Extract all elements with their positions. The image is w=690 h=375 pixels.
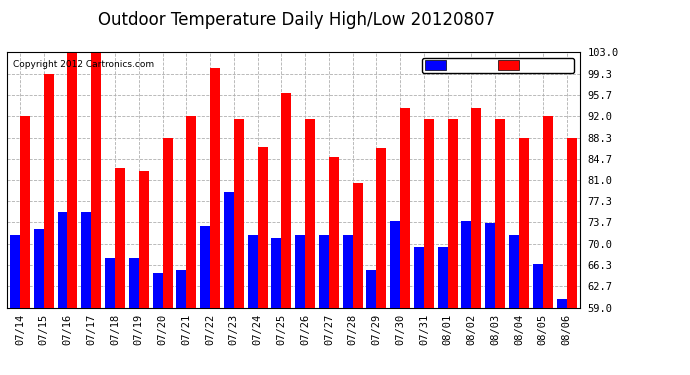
Bar [495, 119, 505, 308]
Bar [81, 212, 91, 308]
Bar [234, 119, 244, 308]
Bar [319, 235, 329, 308]
Bar [543, 116, 553, 308]
Bar [329, 157, 339, 308]
Text: Outdoor Temperature Daily High/Low 20120807: Outdoor Temperature Daily High/Low 20120… [98, 11, 495, 29]
Bar [533, 264, 543, 308]
Bar [462, 220, 471, 308]
Bar [271, 238, 282, 308]
Bar [305, 119, 315, 308]
Bar [437, 247, 448, 308]
Bar [557, 299, 566, 307]
Bar [68, 53, 77, 308]
Bar [210, 68, 220, 308]
Bar [377, 148, 386, 308]
Bar [105, 258, 115, 308]
Bar [200, 226, 210, 308]
Bar [400, 108, 410, 307]
Bar [471, 108, 482, 307]
Bar [448, 119, 457, 308]
Bar [152, 273, 163, 308]
Bar [91, 53, 101, 308]
Bar [248, 235, 257, 308]
Bar [343, 235, 353, 308]
Bar [485, 224, 495, 308]
Bar [224, 192, 234, 308]
Bar [177, 270, 186, 308]
Bar [57, 212, 68, 308]
Bar [186, 116, 196, 308]
Legend: Low  (°F), High  (°F): Low (°F), High (°F) [422, 58, 574, 74]
Bar [282, 93, 291, 308]
Bar [424, 119, 434, 308]
Bar [129, 258, 139, 308]
Bar [163, 138, 172, 308]
Bar [34, 229, 43, 308]
Bar [20, 116, 30, 308]
Bar [295, 235, 305, 308]
Bar [509, 235, 519, 308]
Bar [353, 183, 363, 308]
Bar [366, 270, 377, 308]
Bar [391, 220, 400, 308]
Text: Copyright 2012 Cartronics.com: Copyright 2012 Cartronics.com [12, 60, 154, 69]
Bar [566, 138, 577, 308]
Bar [43, 74, 54, 308]
Bar [115, 168, 125, 308]
Bar [10, 235, 20, 308]
Bar [139, 171, 149, 308]
Bar [257, 147, 268, 308]
Bar [414, 247, 424, 308]
Bar [519, 138, 529, 308]
